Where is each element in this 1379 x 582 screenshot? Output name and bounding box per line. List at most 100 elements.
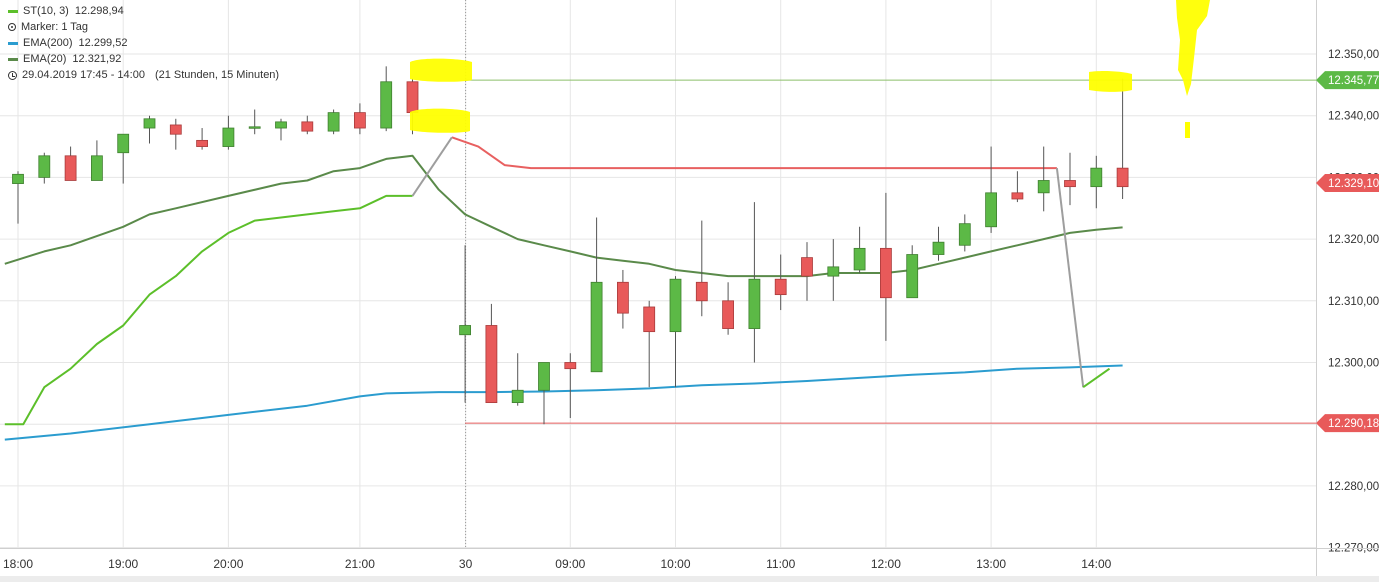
candle[interactable] <box>143 115 156 144</box>
price-tag-label: 12.345,77 <box>1328 75 1379 87</box>
candle[interactable] <box>643 300 656 388</box>
candle[interactable] <box>1037 146 1050 212</box>
highlight-mark <box>410 108 470 133</box>
candle[interactable] <box>695 220 708 317</box>
candle[interactable] <box>459 245 472 403</box>
candle-body <box>1116 167 1129 188</box>
candle-body <box>669 278 682 333</box>
candle-body <box>774 278 787 296</box>
candle-body <box>169 124 182 135</box>
candle-body <box>985 192 997 228</box>
highlight-marks <box>410 0 1210 138</box>
candle-body <box>801 257 813 277</box>
price-tag <box>1316 71 1379 90</box>
y-tick-label: 12.280,00 <box>1328 481 1379 493</box>
candle-body <box>564 362 577 370</box>
candle[interactable] <box>617 269 629 329</box>
candle[interactable] <box>722 282 734 335</box>
candle[interactable] <box>774 254 787 311</box>
indicator-line <box>451 136 1057 170</box>
candle[interactable] <box>485 303 498 404</box>
candle-body <box>880 247 892 299</box>
candle[interactable] <box>880 192 892 341</box>
legend-ema200[interactable]: EMA(200) 12.299,52 <box>8 35 279 51</box>
candle[interactable] <box>64 146 77 181</box>
legend-marker[interactable]: Marker: 1 Tag <box>8 19 279 35</box>
candle[interactable] <box>1011 171 1024 203</box>
candle[interactable] <box>564 353 577 419</box>
candle-body <box>275 121 287 129</box>
candle[interactable] <box>117 133 130 184</box>
legend-ema20[interactable]: EMA(20) 12.321,92 <box>8 51 279 67</box>
candle[interactable] <box>801 242 813 301</box>
clock-icon <box>8 70 17 80</box>
candle-body <box>143 118 156 129</box>
candle-body <box>853 247 866 271</box>
highlight-mark <box>1089 70 1132 92</box>
legend-range: 29.04.2019 17:45 - 14:00 (21 Stunden, 15… <box>8 67 279 83</box>
candle[interactable] <box>301 115 314 135</box>
candle[interactable] <box>275 118 287 141</box>
price-tag-label: 12.290,18 <box>1328 418 1379 430</box>
candle[interactable] <box>511 353 524 406</box>
candle[interactable] <box>985 146 997 233</box>
price-tags: 12.345,77 12.329,10 12.290,18 <box>1316 71 1379 433</box>
candle[interactable] <box>196 128 209 150</box>
candle-body <box>827 266 840 277</box>
candle-body <box>958 223 971 246</box>
candle-body <box>196 139 209 147</box>
candle[interactable] <box>906 245 919 299</box>
marker-icon <box>8 23 16 31</box>
indicator-lines <box>4 136 1123 441</box>
x-tick-label: 09:00 <box>555 557 585 571</box>
candle[interactable] <box>380 66 393 132</box>
candle-body <box>1037 180 1050 194</box>
candle[interactable] <box>958 214 971 252</box>
candle[interactable] <box>538 362 550 425</box>
candle-body <box>511 389 524 404</box>
candle[interactable] <box>222 115 235 150</box>
y-tick-label: 12.310,00 <box>1328 296 1379 308</box>
candle[interactable] <box>12 171 24 224</box>
x-tick-label: 12:00 <box>871 557 901 571</box>
ema20-swatch <box>8 57 18 61</box>
candle[interactable] <box>91 140 103 181</box>
x-tick-label: 20:00 <box>213 557 243 571</box>
candles[interactable] <box>12 66 1129 425</box>
candle-body <box>1090 167 1103 188</box>
candle-body <box>932 241 945 255</box>
candle[interactable] <box>1090 155 1103 209</box>
candle[interactable] <box>748 202 761 363</box>
candle-body <box>12 173 24 184</box>
highlight-mark <box>410 58 472 82</box>
y-tick-label: 12.340,00 <box>1328 111 1379 123</box>
y-tick-label: 12.300,00 <box>1328 358 1379 370</box>
indicator-line <box>1082 367 1111 389</box>
candle-body <box>222 127 235 147</box>
marker-label: Marker: 1 Tag <box>21 21 89 33</box>
candle[interactable] <box>1116 78 1129 199</box>
st-value: 12.298,94 <box>74 5 124 17</box>
indicator-line <box>1055 167 1085 388</box>
candle[interactable] <box>248 109 261 135</box>
candle[interactable] <box>827 239 840 301</box>
x-tick-label: 21:00 <box>345 557 375 571</box>
candle-body <box>906 254 919 299</box>
st-swatch <box>8 9 18 13</box>
candle[interactable] <box>327 109 340 135</box>
candle[interactable] <box>353 103 366 135</box>
candle[interactable] <box>932 226 945 261</box>
range-duration: (21 Stunden, 15 Minuten) <box>154 69 280 81</box>
candle[interactable] <box>38 152 51 184</box>
candle[interactable] <box>169 118 182 150</box>
ema200-value: 12.299,52 <box>78 37 128 49</box>
candle[interactable] <box>1064 152 1076 206</box>
st-name: ST(10, 3) <box>23 5 69 17</box>
price-tag <box>1316 173 1379 192</box>
legend-st[interactable]: ST(10, 3) 12.298,94 <box>8 3 279 19</box>
candle[interactable] <box>669 276 682 388</box>
candle[interactable] <box>853 226 866 274</box>
candle[interactable] <box>590 217 603 373</box>
